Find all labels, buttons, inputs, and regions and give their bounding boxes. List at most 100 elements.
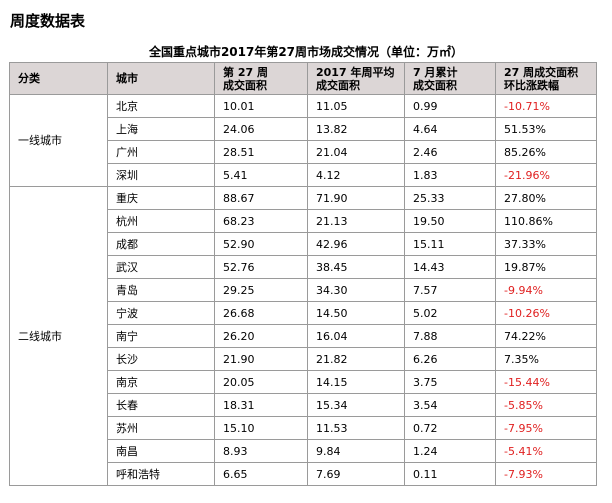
table-header: 分类 城市 第 27 周 成交面积 2017 年周平均 成交面积 7 月累计 成… <box>9 62 597 95</box>
change-cell: -10.71% <box>495 94 597 118</box>
city-cell: 长沙 <box>107 347 215 371</box>
change-cell: 51.53% <box>495 117 597 141</box>
city-cell: 武汉 <box>107 255 215 279</box>
table-row: 南京 20.05 14.15 3.75 -15.44% <box>10 370 597 394</box>
week-area-cell: 29.25 <box>214 278 308 302</box>
week-area-cell: 26.20 <box>214 324 308 348</box>
month-area-cell: 14.43 <box>404 255 496 279</box>
table-row: 上海 24.06 13.82 4.64 51.53% <box>10 117 597 141</box>
city-cell: 北京 <box>107 94 215 118</box>
week-area-cell: 10.01 <box>214 94 308 118</box>
month-area-cell: 3.75 <box>404 370 496 394</box>
city-cell: 重庆 <box>107 186 215 210</box>
change-cell: 74.22% <box>495 324 597 348</box>
table-row: 二线城市 重庆 88.67 71.90 25.33 27.80% <box>9 186 597 486</box>
month-area-cell: 0.72 <box>404 416 496 440</box>
change-cell: -5.85% <box>495 393 597 417</box>
week-area-cell: 6.65 <box>214 462 308 486</box>
header-change-line2: 环比涨跌幅 <box>504 78 559 92</box>
header-change-line1: 27 周成交面积 <box>504 65 579 79</box>
city-cell: 宁波 <box>107 301 215 325</box>
avg-area-cell: 38.45 <box>307 255 405 279</box>
change-cell: -5.41% <box>495 439 597 463</box>
avg-area-cell: 21.82 <box>307 347 405 371</box>
table-row: 一线城市 北京 10.01 11.05 0.99 -10.71% <box>9 94 597 187</box>
table-row: 武汉 52.76 38.45 14.43 19.87% <box>10 255 597 279</box>
city-cell: 青岛 <box>107 278 215 302</box>
week-area-cell: 52.90 <box>214 232 308 256</box>
table-row: 杭州 68.23 21.13 19.50 110.86% <box>10 209 597 233</box>
avg-area-cell: 9.84 <box>307 439 405 463</box>
avg-area-cell: 21.13 <box>307 209 405 233</box>
month-area-cell: 3.54 <box>404 393 496 417</box>
data-table: 分类 城市 第 27 周 成交面积 2017 年周平均 成交面积 7 月累计 成… <box>9 62 597 486</box>
header-avg-area-line2: 成交面积 <box>316 78 360 92</box>
month-area-cell: 0.99 <box>404 94 496 118</box>
header-row: 分类 城市 第 27 周 成交面积 2017 年周平均 成交面积 7 月累计 成… <box>9 62 597 95</box>
month-area-cell: 4.64 <box>404 117 496 141</box>
month-area-cell: 5.02 <box>404 301 496 325</box>
header-month-area-line2: 成交面积 <box>413 78 457 92</box>
week-area-cell: 8.93 <box>214 439 308 463</box>
table-row: 苏州 15.10 11.53 0.72 -7.95% <box>10 416 597 440</box>
table-row: 南宁 26.20 16.04 7.88 74.22% <box>10 324 597 348</box>
month-area-cell: 1.24 <box>404 439 496 463</box>
table-body: 一线城市 北京 10.01 11.05 0.99 -10.71% 上海 24.06 13.82 4… <box>9 94 597 486</box>
change-cell: -7.93% <box>495 462 597 486</box>
change-cell: 85.26% <box>495 140 597 164</box>
avg-area-cell: 4.12 <box>307 163 405 187</box>
avg-area-cell: 21.04 <box>307 140 405 164</box>
avg-area-cell: 13.82 <box>307 117 405 141</box>
month-area-cell: 1.83 <box>404 163 496 187</box>
avg-area-cell: 16.04 <box>307 324 405 348</box>
avg-area-cell: 7.69 <box>307 462 405 486</box>
change-cell: 27.80% <box>495 186 597 210</box>
category-cell: 一线城市 <box>9 94 108 187</box>
city-cell: 深圳 <box>107 163 215 187</box>
month-area-cell: 15.11 <box>404 232 496 256</box>
table-row: 成都 52.90 42.96 15.11 37.33% <box>10 232 597 256</box>
table-row: 呼和浩特 6.65 7.69 0.11 -7.93% <box>10 462 597 486</box>
change-cell: -15.44% <box>495 370 597 394</box>
month-area-cell: 6.26 <box>404 347 496 371</box>
avg-area-cell: 71.90 <box>307 186 405 210</box>
city-cell: 苏州 <box>107 416 215 440</box>
avg-area-cell: 34.30 <box>307 278 405 302</box>
header-category: 分类 <box>9 62 108 95</box>
avg-area-cell: 15.34 <box>307 393 405 417</box>
change-cell: -10.26% <box>495 301 597 325</box>
week-area-cell: 26.68 <box>214 301 308 325</box>
month-area-cell: 7.57 <box>404 278 496 302</box>
avg-area-cell: 11.05 <box>307 94 405 118</box>
week-area-cell: 5.41 <box>214 163 308 187</box>
change-cell: 110.86% <box>495 209 597 233</box>
city-cell: 杭州 <box>107 209 215 233</box>
week-area-cell: 21.90 <box>214 347 308 371</box>
change-cell: 37.33% <box>495 232 597 256</box>
week-area-cell: 20.05 <box>214 370 308 394</box>
table-title: 全国重点城市2017年第27周市场成交情况（单位：万㎡） <box>148 45 464 59</box>
header-week-area: 第 27 周 成交面积 <box>214 62 308 95</box>
change-cell: -21.96% <box>495 163 597 187</box>
category-cell: 二线城市 <box>9 186 108 486</box>
week-area-cell: 28.51 <box>214 140 308 164</box>
week-area-cell: 52.76 <box>214 255 308 279</box>
page-heading: 周度数据表 <box>10 12 86 30</box>
avg-area-cell: 42.96 <box>307 232 405 256</box>
month-area-cell: 7.88 <box>404 324 496 348</box>
table-row: 长沙 21.90 21.82 6.26 7.35% <box>10 347 597 371</box>
table-row: 深圳 5.41 4.12 1.83 -21.96% <box>10 163 597 187</box>
city-cell: 南昌 <box>107 439 215 463</box>
city-cell: 南宁 <box>107 324 215 348</box>
week-area-cell: 68.23 <box>214 209 308 233</box>
avg-area-cell: 11.53 <box>307 416 405 440</box>
week-area-cell: 88.67 <box>214 186 308 210</box>
city-cell: 南京 <box>107 370 215 394</box>
header-month-area: 7 月累计 成交面积 <box>404 62 496 95</box>
avg-area-cell: 14.15 <box>307 370 405 394</box>
header-month-area-line1: 7 月累计 <box>413 65 458 79</box>
change-cell: 7.35% <box>495 347 597 371</box>
change-cell: 19.87% <box>495 255 597 279</box>
header-week-area-line2: 成交面积 <box>223 78 267 92</box>
month-area-cell: 2.46 <box>404 140 496 164</box>
